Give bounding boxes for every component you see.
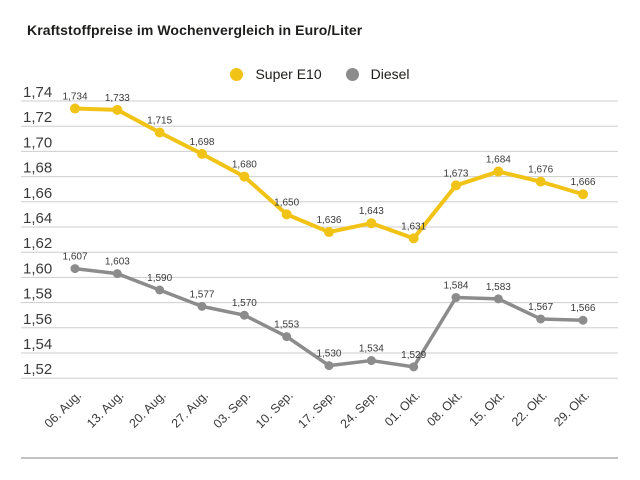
chart-legend: Super E10 Diesel: [0, 66, 640, 82]
data-point-diesel: [536, 314, 546, 324]
value-label-diesel: 1,567: [528, 302, 553, 313]
value-label-diesel: 1,529: [401, 350, 426, 361]
x-tick-label: 27. Aug.: [169, 388, 211, 430]
value-label-super-e10: 1,631: [401, 221, 426, 232]
value-label-super-e10: 1,684: [486, 155, 511, 166]
legend-item-diesel: Diesel: [345, 66, 410, 82]
y-tick-label: 1,60: [23, 260, 52, 277]
value-label-super-e10: 1,733: [105, 93, 130, 104]
value-label-super-e10: 1,698: [189, 137, 214, 148]
data-point-super-e10: [577, 189, 588, 200]
data-point-super-e10: [323, 227, 334, 238]
data-point-super-e10: [154, 127, 165, 138]
x-tick-label: 13. Aug.: [84, 388, 126, 430]
chart-title: Kraftstoffpreise im Wochenvergleich in E…: [27, 22, 363, 38]
value-label-super-e10: 1,636: [316, 215, 341, 226]
value-label-diesel: 1,553: [274, 320, 299, 331]
value-label-diesel: 1,584: [443, 281, 468, 292]
y-tick-label: 1,68: [23, 160, 52, 177]
y-tick-label: 1,54: [23, 336, 52, 353]
y-tick-label: 1,74: [23, 84, 52, 101]
value-label-super-e10: 1,676: [528, 165, 553, 176]
x-tick-label: 03. Sep.: [211, 388, 254, 431]
data-point-super-e10: [408, 233, 419, 244]
x-tick-label: 29. Okt.: [551, 388, 592, 429]
data-point-diesel: [493, 294, 503, 304]
value-label-super-e10: 1,643: [359, 206, 384, 217]
x-tick-label: 17. Sep.: [295, 388, 338, 431]
legend-label-diesel: Diesel: [370, 66, 410, 82]
x-tick-label: 24. Sep.: [338, 388, 381, 431]
data-point-diesel: [324, 361, 334, 371]
y-tick-label: 1,62: [23, 235, 52, 252]
x-tick-label: 20. Aug.: [126, 388, 168, 430]
data-point-super-e10: [112, 104, 123, 115]
value-label-diesel: 1,603: [105, 257, 130, 268]
bottom-divider: [21, 457, 618, 459]
data-point-super-e10: [70, 103, 80, 114]
y-tick-label: 1,56: [23, 311, 52, 328]
y-tick-label: 1,64: [23, 210, 52, 227]
y-tick-label: 1,52: [23, 361, 52, 378]
data-point-diesel: [155, 285, 165, 295]
data-point-diesel: [112, 269, 122, 279]
data-point-super-e10: [281, 209, 292, 220]
value-label-diesel: 1,583: [486, 282, 511, 293]
value-label-super-e10: 1,734: [62, 92, 87, 103]
value-label-diesel: 1,530: [316, 349, 341, 360]
data-point-diesel: [366, 356, 376, 366]
value-label-diesel: 1,577: [189, 289, 214, 300]
y-tick-label: 1,70: [23, 134, 52, 151]
legend-label-super-e10: Super E10: [255, 66, 322, 82]
data-point-super-e10: [196, 148, 207, 159]
data-point-diesel: [409, 362, 419, 372]
x-tick-label: 08. Okt.: [424, 388, 465, 429]
value-label-diesel: 1,534: [359, 344, 384, 355]
value-label-super-e10: 1,715: [147, 116, 172, 127]
data-point-super-e10: [535, 176, 546, 187]
value-label-super-e10: 1,680: [232, 160, 257, 171]
y-tick-label: 1,58: [23, 286, 52, 303]
legend-dot-super-e10-icon: [230, 67, 244, 81]
data-point-diesel: [578, 315, 588, 325]
y-tick-label: 1,66: [23, 185, 52, 202]
value-label-super-e10: 1,666: [570, 177, 595, 188]
data-point-diesel: [239, 310, 249, 320]
legend-item-super-e10: Super E10: [230, 66, 322, 82]
data-point-super-e10: [366, 218, 377, 229]
legend-dot-diesel-icon: [345, 67, 359, 81]
x-tick-label: 15. Okt.: [467, 388, 508, 429]
value-label-super-e10: 1,673: [443, 168, 468, 179]
value-label-super-e10: 1,650: [274, 197, 299, 208]
value-label-diesel: 1,570: [232, 298, 257, 309]
x-tick-label: 22. Okt.: [509, 388, 550, 429]
x-tick-label: 10. Sep.: [253, 388, 296, 431]
y-tick-label: 1,72: [23, 109, 52, 126]
data-point-diesel: [451, 293, 461, 303]
data-point-diesel: [70, 264, 80, 274]
data-point-super-e10: [493, 166, 504, 177]
data-point-diesel: [282, 332, 292, 342]
x-tick-label: 01. Okt.: [382, 388, 423, 429]
x-tick-label: 06. Aug.: [42, 388, 84, 430]
data-point-super-e10: [239, 171, 250, 182]
value-label-diesel: 1,607: [62, 252, 87, 263]
value-label-diesel: 1,590: [147, 273, 172, 284]
data-point-diesel: [197, 301, 207, 311]
data-point-super-e10: [450, 180, 461, 191]
value-label-diesel: 1,566: [570, 303, 595, 314]
